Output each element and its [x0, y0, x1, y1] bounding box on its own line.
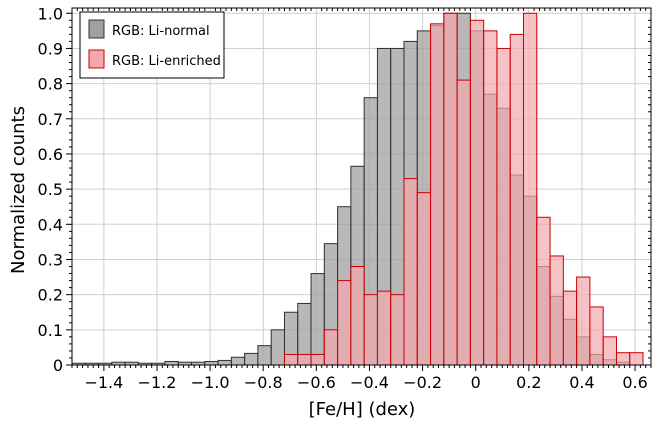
bar-li-normal: [244, 352, 259, 366]
y-tick-label: 0.7: [38, 110, 63, 129]
bar-li-enriched: [602, 336, 617, 366]
bar-li-enriched: [536, 216, 551, 366]
bar-li-enriched: [576, 276, 591, 366]
x-tick-label: −1.0: [191, 373, 230, 392]
bar-li-enriched: [376, 290, 392, 366]
bar-li-normal: [164, 360, 179, 366]
y-tick-label: 0.1: [38, 321, 63, 340]
bar-li-enriched: [390, 294, 405, 366]
histogram-bars: [71, 12, 644, 366]
bar-li-enriched: [337, 280, 352, 366]
bar-li-enriched: [443, 12, 458, 366]
legend: RGB: Li-normal RGB: Li-enriched: [79, 11, 225, 79]
y-tick-label: 0: [53, 356, 63, 375]
legend-swatch-li-normal: [88, 19, 105, 39]
x-tick-label: −1.2: [138, 373, 177, 392]
x-tick-label: 0: [471, 373, 481, 392]
bar-li-normal: [204, 360, 219, 366]
y-tick-label: 0.9: [38, 39, 63, 58]
tick-labels: −1.4 −1.2 −1.0 −0.8 −0.6 −0.4 −0.2 0 0.2 0.4 0.6 0 0…: [38, 4, 648, 392]
x-tick-label: −1.4: [84, 373, 123, 392]
bar-li-enriched: [523, 12, 538, 366]
bar-li-enriched: [430, 23, 445, 366]
y-tick-label: 0.3: [38, 250, 63, 269]
bar-li-enriched: [469, 19, 485, 366]
bar-li-enriched: [283, 353, 299, 366]
bar-li-enriched: [403, 178, 418, 366]
bar-li-enriched: [629, 352, 644, 366]
x-tick-label: 0.4: [569, 373, 594, 392]
bar-li-enriched: [589, 306, 604, 366]
bar-li-normal: [230, 356, 246, 366]
plot-frame: [71, 7, 652, 366]
y-tick-label: 1.0: [38, 4, 63, 23]
x-tick-label: −0.8: [244, 373, 283, 392]
x-tick-label: −0.6: [297, 373, 336, 392]
bar-li-enriched: [310, 353, 325, 366]
bar-li-enriched: [496, 47, 511, 366]
legend-label-li-enriched: RGB: Li-enriched: [112, 54, 221, 69]
bar-li-enriched: [416, 192, 432, 366]
bar-li-normal: [217, 359, 232, 366]
y-axis-label: Normalized counts: [8, 106, 29, 274]
bar-li-enriched: [363, 294, 378, 366]
bar-li-enriched: [297, 353, 312, 366]
x-axis-label: [Fe/H] (dex): [309, 399, 416, 420]
y-tick-label: 0.6: [38, 145, 63, 164]
y-tick-label: 0.8: [38, 75, 63, 94]
y-tick-label: 0.5: [38, 180, 63, 199]
bar-li-enriched: [562, 290, 578, 366]
bar-li-normal: [257, 345, 272, 366]
legend-swatch-li-enriched: [88, 49, 105, 69]
bar-li-enriched: [323, 329, 339, 366]
bar-li-enriched: [456, 79, 471, 366]
x-tick-label: 0.6: [622, 373, 647, 392]
bar-li-enriched: [549, 255, 564, 366]
bar-li-enriched: [509, 33, 525, 366]
x-tick-label: −0.2: [403, 373, 442, 392]
x-tick-label: 0.2: [516, 373, 541, 392]
bar-li-normal: [310, 273, 325, 366]
bar-li-enriched: [350, 266, 365, 366]
bar-li-enriched: [483, 30, 498, 366]
bar-li-normal: [270, 329, 285, 366]
bar-li-enriched: [615, 352, 631, 366]
x-tick-label: −0.4: [350, 373, 389, 392]
legend-label-li-normal: RGB: Li-normal: [112, 24, 210, 39]
y-tick-label: 0.4: [38, 215, 63, 234]
y-tick-label: 0.2: [38, 286, 63, 305]
axes: [66, 7, 652, 371]
